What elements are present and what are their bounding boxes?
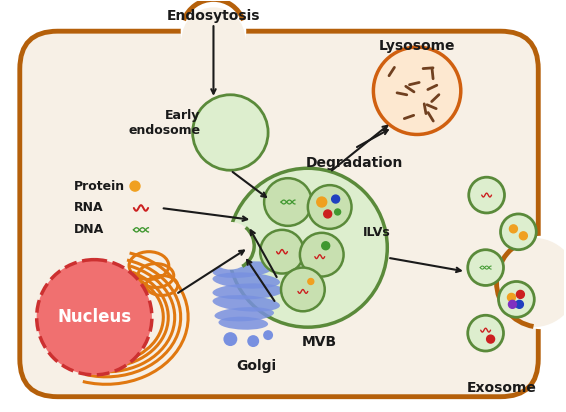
Circle shape	[324, 210, 332, 218]
Circle shape	[317, 197, 327, 207]
Circle shape	[487, 335, 495, 343]
Circle shape	[500, 214, 536, 250]
Ellipse shape	[213, 295, 280, 311]
Circle shape	[308, 279, 314, 284]
Circle shape	[37, 260, 152, 375]
Circle shape	[499, 281, 534, 317]
Text: Early
endosome: Early endosome	[128, 109, 200, 136]
Text: Nucleus: Nucleus	[57, 308, 131, 326]
Ellipse shape	[212, 283, 284, 300]
Circle shape	[228, 168, 387, 327]
Circle shape	[263, 330, 273, 340]
Circle shape	[130, 181, 140, 191]
Circle shape	[321, 242, 329, 250]
Ellipse shape	[215, 307, 274, 321]
Circle shape	[468, 315, 504, 351]
Circle shape	[192, 95, 268, 170]
Circle shape	[508, 300, 516, 308]
Text: Degradation: Degradation	[306, 156, 403, 170]
Text: Protein: Protein	[74, 180, 125, 193]
Circle shape	[224, 332, 237, 346]
Ellipse shape	[218, 317, 268, 330]
Circle shape	[332, 195, 340, 203]
Ellipse shape	[213, 261, 274, 278]
Circle shape	[469, 177, 504, 213]
Circle shape	[247, 335, 259, 347]
Circle shape	[520, 232, 528, 240]
Circle shape	[516, 290, 524, 298]
Circle shape	[468, 250, 504, 286]
Text: Exosome: Exosome	[466, 381, 537, 395]
Circle shape	[508, 293, 516, 301]
Text: Lysosome: Lysosome	[379, 39, 455, 53]
Circle shape	[516, 300, 524, 308]
Circle shape	[509, 225, 517, 233]
Circle shape	[260, 230, 304, 274]
Circle shape	[182, 7, 245, 71]
Text: RNA: RNA	[74, 201, 103, 215]
Circle shape	[207, 222, 254, 269]
Circle shape	[281, 267, 325, 311]
Circle shape	[374, 47, 461, 134]
Circle shape	[335, 209, 341, 215]
Circle shape	[181, 0, 246, 64]
Circle shape	[264, 178, 312, 226]
Text: ILVs: ILVs	[362, 226, 390, 239]
Circle shape	[300, 233, 344, 276]
Circle shape	[495, 236, 566, 329]
Ellipse shape	[212, 272, 280, 289]
Text: DNA: DNA	[74, 223, 104, 236]
Text: Endosytosis: Endosytosis	[167, 9, 260, 23]
Circle shape	[308, 185, 351, 229]
FancyBboxPatch shape	[20, 31, 538, 397]
Text: MVB: MVB	[302, 335, 337, 349]
Circle shape	[488, 238, 566, 327]
Text: Golgi: Golgi	[236, 359, 276, 373]
